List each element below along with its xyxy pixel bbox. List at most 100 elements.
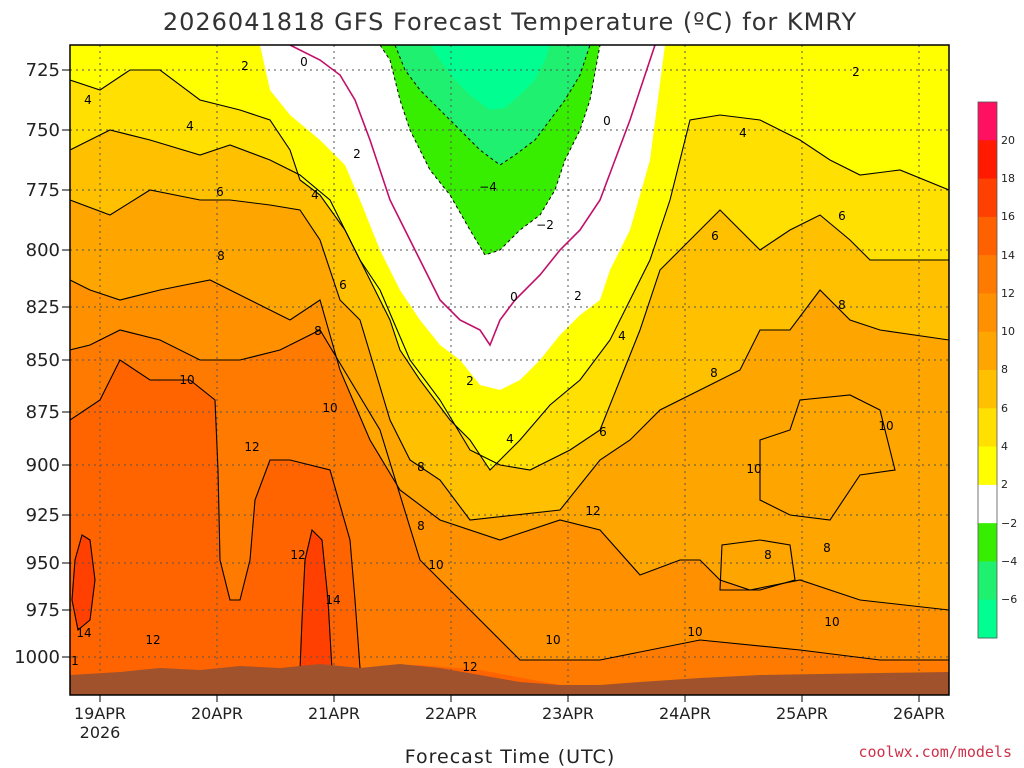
contour-12c (70, 359, 361, 669)
contour-label: 4 (84, 93, 92, 107)
y-tick-label: 750 (26, 120, 60, 141)
colorbar-cell (978, 561, 997, 601)
contour-label: −2 (536, 218, 554, 232)
colorbar-cell (978, 599, 997, 639)
plot-frame (69, 44, 950, 696)
colorbar-tick-label: 16 (1001, 210, 1015, 223)
y-tick-label: 950 (26, 553, 60, 574)
colorbar-cell (978, 484, 997, 524)
contour-label: 10 (179, 373, 194, 387)
contour-4c (70, 129, 949, 471)
contour-label: 10 (687, 625, 702, 639)
x-axis: 19APR 2026 20APR 21APR 22APR 23APR 24APR… (74, 695, 945, 742)
colorbar-cell (978, 523, 997, 562)
contour-label: 12 (145, 633, 160, 647)
contour-label: 2 (574, 289, 582, 303)
contour-label: −4 (479, 180, 497, 194)
ground-surface (70, 664, 949, 695)
contour-label: 10 (878, 419, 893, 433)
contour-label: 12 (244, 440, 259, 454)
contour-8c-24apr-pocket (719, 539, 796, 591)
colorbar-tick-label: 12 (1001, 287, 1015, 300)
contour-label: 8 (764, 548, 772, 562)
colorbar-cell (978, 446, 997, 486)
fill-band-neg6c (430, 45, 550, 110)
colorbar-tick-label: −6 (1001, 593, 1017, 606)
contour-label: 14 (76, 626, 91, 640)
colorbar-cell (978, 178, 997, 218)
contour-label: 6 (216, 185, 224, 199)
grid (70, 45, 949, 695)
y-tick-label: 900 (26, 455, 60, 476)
contour-label: 6 (599, 425, 607, 439)
colorbar-tick-label: 4 (1001, 440, 1008, 453)
contour-label: 10 (322, 401, 337, 415)
x-tick-label: 25APR (776, 704, 828, 723)
colorbar-tick-label: 18 (1001, 172, 1015, 185)
contour-label: 0 (510, 290, 518, 304)
colorbar-tick-label: 6 (1001, 402, 1008, 415)
contour-2c-left (70, 69, 949, 471)
contour-label: 10 (428, 558, 443, 572)
contour-labels: 2 0 4 4 2 0 −4 −2 4 2 4 6 6 8 6 0 2 4 6 … (71, 55, 893, 674)
y-tick-label: 975 (26, 600, 60, 621)
contour-label: 8 (314, 324, 322, 338)
colorbar-tick-label: 14 (1001, 249, 1015, 262)
contour-label: 1 (71, 654, 79, 668)
plot-area (70, 45, 949, 695)
contour-label: 10 (545, 633, 560, 647)
contour-label: 6 (339, 278, 347, 292)
colorbar-cell (978, 408, 997, 448)
x-tick-year: 2026 (80, 723, 121, 742)
y-tick-label: 925 (26, 505, 60, 526)
x-tick-label: 21APR (308, 704, 360, 723)
y-tick-label: 1000 (14, 647, 60, 668)
contour-label: 12 (585, 504, 600, 518)
contour-label: 8 (417, 460, 425, 474)
colorbar-tick-label: −4 (1001, 555, 1017, 568)
contour-label: 12 (462, 660, 477, 674)
contour-neg4c (394, 45, 591, 166)
contour-0c (289, 45, 656, 347)
colorbar-cell (978, 216, 997, 256)
x-tick-label: 19APR (74, 704, 126, 723)
contour-lines (70, 69, 949, 671)
y-tick-label: 725 (26, 60, 60, 81)
chart-title: 2026041818 GFS Forecast Temperature (ºC)… (163, 8, 857, 36)
colorbar-cell (978, 370, 997, 409)
contour-8c (70, 279, 949, 611)
contour-label: 2 (241, 59, 249, 73)
x-tick-label: 22APR (425, 704, 477, 723)
colorbar-frame (977, 101, 998, 639)
x-tick-label: 23APR (542, 704, 594, 723)
colorbar-tick-label: 8 (1001, 363, 1008, 376)
contour-label: 14 (325, 593, 340, 607)
contour-10c-25apr-pocket (759, 394, 896, 521)
y-tick-label: 875 (26, 402, 60, 423)
contour-14c-19apr (71, 534, 96, 632)
contour-label: 12 (290, 548, 305, 562)
contour-label: 8 (823, 541, 831, 555)
y-tick-label: 800 (26, 240, 60, 261)
contour-label: 10 (746, 462, 761, 476)
contour-label: 8 (710, 366, 718, 380)
colorbar-cell (978, 140, 997, 180)
y-axis: 725 750 775 800 825 850 875 900 925 950 … (14, 60, 70, 668)
contour-label: 8 (838, 298, 846, 312)
colorbar-cell (978, 331, 997, 371)
x-tick-label: 24APR (659, 704, 711, 723)
colorbar-tick-label: 2 (1001, 478, 1008, 491)
x-tick-label: 20APR (191, 704, 243, 723)
y-tick-label: 775 (26, 180, 60, 201)
contour-lines-negative (379, 45, 601, 256)
colorbar: 20 18 16 14 12 10 8 6 4 2 −2 −4 −6 (977, 101, 1017, 639)
colorbar-cell (978, 293, 997, 333)
credit-text: coolwx.com/models (858, 743, 1012, 761)
contour-label: 6 (711, 229, 719, 243)
contour-label: 4 (618, 329, 626, 343)
contour-label: 0 (300, 55, 308, 69)
contour-label: 0 (603, 114, 611, 128)
contour-label: 10 (824, 615, 839, 629)
colorbar-tick-label: 20 (1001, 134, 1015, 147)
